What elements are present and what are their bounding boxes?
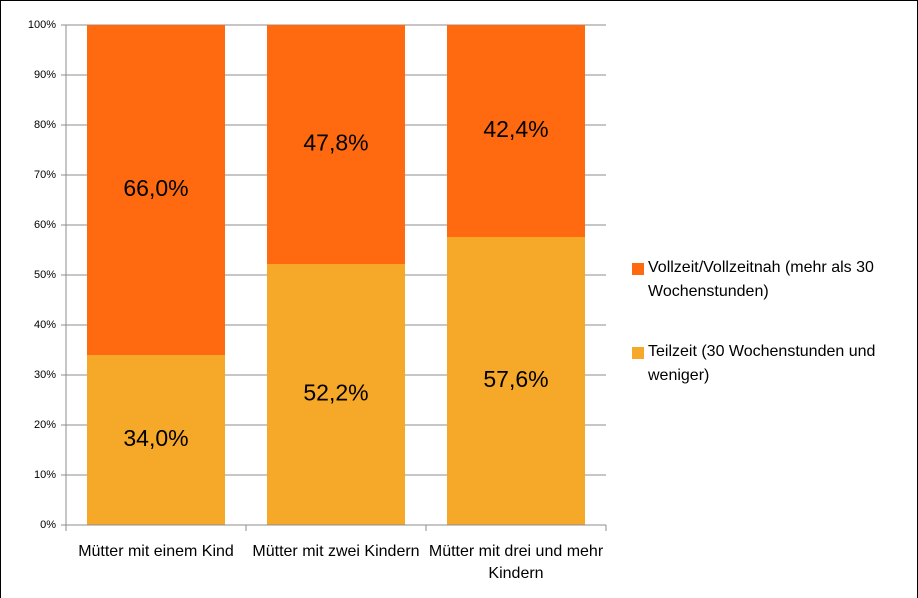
data-label: 66,0% xyxy=(123,175,188,201)
bar-segment xyxy=(87,355,225,525)
y-tick-label: 90% xyxy=(34,69,56,81)
x-tick-label: Mütter mit drei und mehr Kindern xyxy=(428,543,604,582)
data-label: 52,2% xyxy=(303,380,368,406)
legend-swatch xyxy=(632,263,644,275)
x-tick-label: Mütter mit einem Kind xyxy=(78,543,234,560)
data-label: 57,6% xyxy=(483,366,548,392)
legend-item: Vollzeit/Vollzeitnah (mehr als 30 Wochen… xyxy=(632,256,912,304)
y-tick-label: 0% xyxy=(40,519,56,531)
y-tick-label: 40% xyxy=(34,319,56,331)
y-tick-label: 20% xyxy=(34,419,56,431)
bar-segment xyxy=(447,25,585,237)
bar-segment xyxy=(267,25,405,264)
y-tick-label: 100% xyxy=(28,19,56,31)
data-label: 47,8% xyxy=(303,130,368,156)
legend-label: Vollzeit/Vollzeitnah (mehr als 30 Wochen… xyxy=(648,259,874,300)
y-tick-label: 10% xyxy=(34,469,56,481)
legend-swatch xyxy=(632,347,644,359)
bar-segment xyxy=(267,264,405,525)
legend-item: Teilzeit (30 Wochenstunden und weniger) xyxy=(632,340,912,388)
bar-segment xyxy=(87,25,225,355)
legend-label: Teilzeit (30 Wochenstunden und weniger) xyxy=(648,343,876,384)
y-tick-label: 80% xyxy=(34,119,56,131)
bar-segment xyxy=(447,237,585,525)
y-tick-label: 60% xyxy=(34,219,56,231)
data-label: 42,4% xyxy=(483,116,548,142)
y-tick-label: 30% xyxy=(34,369,56,381)
y-tick-label: 70% xyxy=(34,169,56,181)
data-label: 34,0% xyxy=(123,425,188,451)
x-tick-label: Mütter mit zwei Kindern xyxy=(252,543,420,560)
y-tick-label: 50% xyxy=(34,269,56,281)
